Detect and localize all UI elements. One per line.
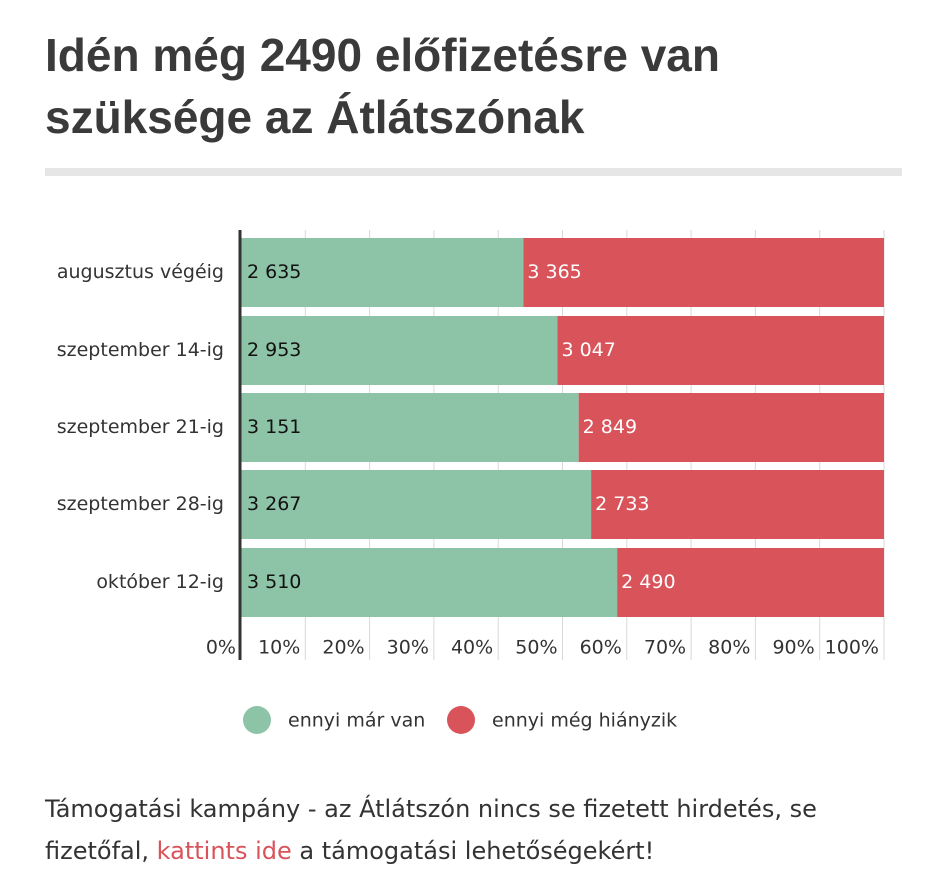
y-tick-label: augusztus végéig xyxy=(57,261,224,283)
footer: Támogatási kampány - az Átlátszón nincs … xyxy=(45,788,905,872)
value-label: 2 490 xyxy=(621,571,675,593)
legend-label: ennyi már van xyxy=(288,710,425,732)
value-label: 3 151 xyxy=(247,416,301,438)
value-label: 3 267 xyxy=(247,493,301,515)
value-label: 3 365 xyxy=(527,261,581,283)
bar-segment xyxy=(578,393,884,462)
y-tick-label: október 12-ig xyxy=(96,571,224,593)
x-tick-label: 20% xyxy=(322,637,364,659)
x-tick-label: 40% xyxy=(451,637,493,659)
y-tick-label: szeptember 28-ig xyxy=(57,493,224,515)
x-tick-label: 80% xyxy=(708,637,750,659)
y-tick-label: szeptember 21-ig xyxy=(57,416,224,438)
footer-text: a támogatási lehetőségekért! xyxy=(299,837,655,865)
bar-segment xyxy=(557,316,884,385)
bar-segment xyxy=(241,548,618,617)
value-label: 2 733 xyxy=(595,493,649,515)
x-tick-label: 90% xyxy=(772,637,814,659)
chart-title: Idén még 2490 előfizetésre van szüksége … xyxy=(45,29,720,143)
bar-segment xyxy=(241,470,592,539)
legend-marker xyxy=(243,706,271,734)
legend-label: ennyi még hiányzik xyxy=(492,710,677,732)
x-tick-label: 100% xyxy=(825,637,879,659)
x-tick-label: 0% xyxy=(206,637,236,659)
value-label: 2 849 xyxy=(583,416,637,438)
x-tick-label: 10% xyxy=(258,637,300,659)
bar-segment xyxy=(241,238,524,307)
y-tick-label: szeptember 14-ig xyxy=(57,339,224,361)
x-tick-label: 50% xyxy=(515,637,557,659)
x-tick-label: 60% xyxy=(580,637,622,659)
footer-link[interactable]: kattints ide xyxy=(156,837,292,865)
value-label: 2 635 xyxy=(247,261,301,283)
legend-marker xyxy=(447,706,475,734)
bar-segment xyxy=(241,393,579,462)
x-tick-label: 70% xyxy=(644,637,686,659)
bar-segment xyxy=(523,238,884,307)
value-label: 3 510 xyxy=(247,571,301,593)
footer-text: Támogatási kampány - az Átlátszón nincs … xyxy=(45,795,817,865)
title-rule xyxy=(45,168,902,176)
value-label: 2 953 xyxy=(247,339,301,361)
bar-segment xyxy=(241,316,558,385)
bar-segment xyxy=(591,470,884,539)
value-label: 3 047 xyxy=(561,339,615,361)
bar-segment xyxy=(617,548,884,617)
x-tick-label: 30% xyxy=(387,637,429,659)
